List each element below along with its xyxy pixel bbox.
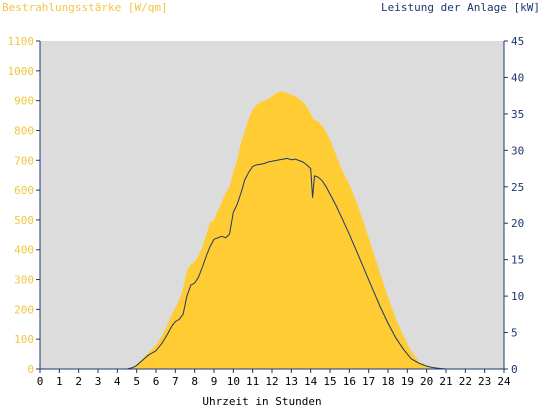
x-tick-label: 9 (211, 375, 218, 388)
x-tick-label: 13 (285, 375, 298, 388)
x-tick-label: 1 (56, 375, 63, 388)
right-axis-title: Leistung der Anlage [kW] (381, 1, 540, 14)
x-tick-label: 14 (304, 375, 318, 388)
right-tick-label: 35 (511, 108, 524, 121)
x-tick-label: 16 (343, 375, 356, 388)
x-tick-labels: 0 1 2 3 4 5 6 7 8 9 10 11 12 13 14 15 16 17 18 19 20 21 22 23 24 (37, 369, 511, 388)
right-tick-label: 0 (511, 363, 518, 376)
left-tick-label: 400 (14, 244, 34, 257)
right-tick-label: 10 (511, 290, 524, 303)
left-axis-title: Bestrahlungsstärke [W/qm] (2, 1, 168, 14)
x-tick-label: 23 (478, 375, 491, 388)
x-tick-label: 22 (459, 375, 472, 388)
x-tick-label: 8 (191, 375, 198, 388)
x-tick-label: 11 (246, 375, 259, 388)
x-tick-label: 12 (265, 375, 278, 388)
x-tick-label: 21 (439, 375, 452, 388)
right-tick-label: 45 (511, 35, 524, 48)
left-tick-label: 200 (14, 303, 34, 316)
right-tick-label: 15 (511, 254, 524, 267)
left-tick-label: 100 (14, 333, 34, 346)
right-tick-label: 25 (511, 181, 524, 194)
x-tick-label: 7 (172, 375, 179, 388)
right-tick-label: 40 (511, 71, 524, 84)
left-tick-label: 900 (14, 95, 34, 108)
left-tick-label: 0 (27, 363, 34, 376)
x-tick-label: 0 (37, 375, 44, 388)
left-tick-label: 700 (14, 154, 34, 167)
left-tick-label: 600 (14, 184, 34, 197)
left-tick-label: 500 (14, 214, 34, 227)
x-tick-label: 4 (114, 375, 121, 388)
x-tick-label: 3 (95, 375, 102, 388)
x-axis-title: Uhrzeit in Stunden (202, 395, 321, 408)
left-tick-label: 800 (14, 124, 34, 137)
x-tick-label: 20 (420, 375, 433, 388)
x-tick-label: 6 (153, 375, 160, 388)
x-tick-label: 10 (227, 375, 240, 388)
left-tick-labels: 0 100 200 300 400 500 600 700 800 900 1000 1100 (8, 35, 40, 376)
right-tick-label: 30 (511, 144, 524, 157)
right-tick-labels: 0 5 10 15 20 25 30 35 40 45 (504, 35, 524, 376)
power-line (40, 157, 504, 370)
x-tick-label: 2 (75, 375, 82, 388)
x-tick-label: 5 (133, 375, 140, 388)
x-tick-label: 15 (323, 375, 336, 388)
right-tick-label: 5 (511, 327, 518, 340)
left-tick-label: 300 (14, 274, 34, 287)
x-tick-label: 18 (381, 375, 394, 388)
right-tick-label: 20 (511, 217, 524, 230)
left-tick-label: 1000 (8, 65, 35, 78)
irradiance-area (40, 91, 504, 369)
x-tick-label: 17 (362, 375, 375, 388)
left-tick-label: 1100 (8, 35, 35, 48)
x-tick-label: 24 (497, 375, 511, 388)
x-tick-label: 19 (401, 375, 414, 388)
